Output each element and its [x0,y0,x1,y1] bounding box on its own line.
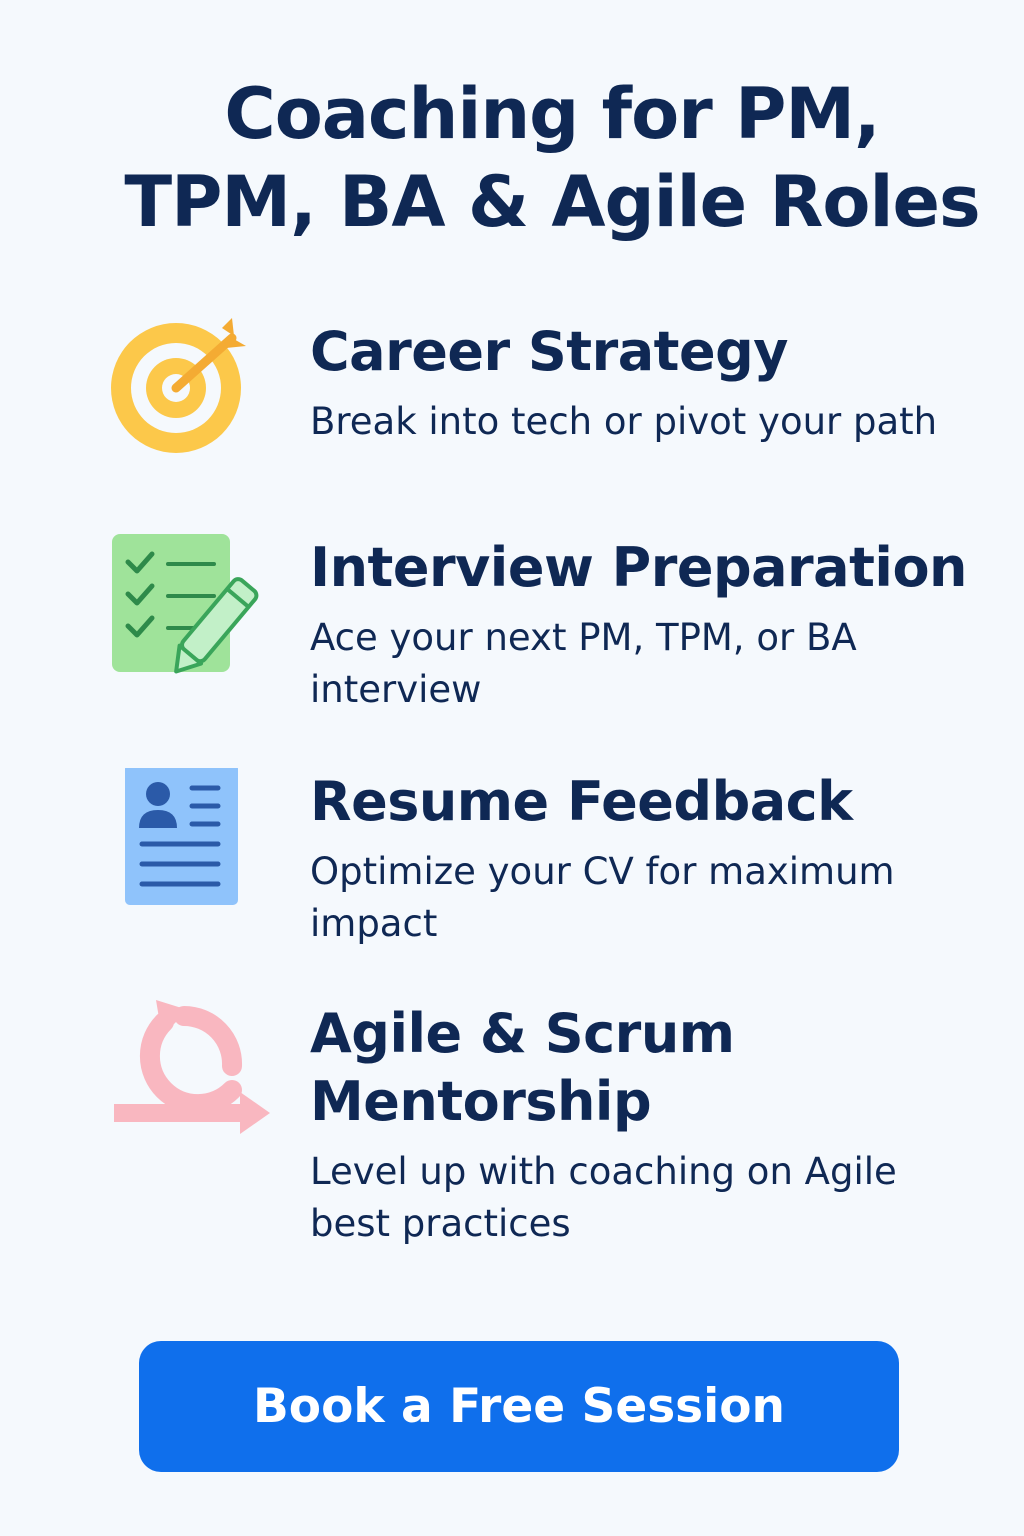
page-title: Coaching for PM, TPM, BA & Agile Roles [80,70,1024,246]
feature-description: Optimize your CV for maximum impact [310,850,895,945]
cycle-arrows-icon [104,1000,274,1170]
feature-title: Agile & Scrum Mentorship [310,1002,735,1133]
feature-title: Interview Preparation [310,536,968,599]
page-title-line-1: Coaching for PM, [224,73,880,155]
feature-title: Career Strategy [310,320,788,383]
book-free-session-button[interactable]: Book a Free Session [139,1341,899,1472]
feature-description: Break into tech or pivot your path [310,400,938,443]
feature-description: Level up with coaching on Agile best pra… [310,1150,897,1245]
resume-icon [104,768,274,938]
feature-description: Ace your next PM, TPM, or BA interview [310,616,857,711]
feature-title: Resume Feedback [310,770,853,833]
target-icon [104,318,274,488]
page-title-line-2: TPM, BA & Agile Roles [124,161,980,243]
checklist-icon [104,534,274,704]
